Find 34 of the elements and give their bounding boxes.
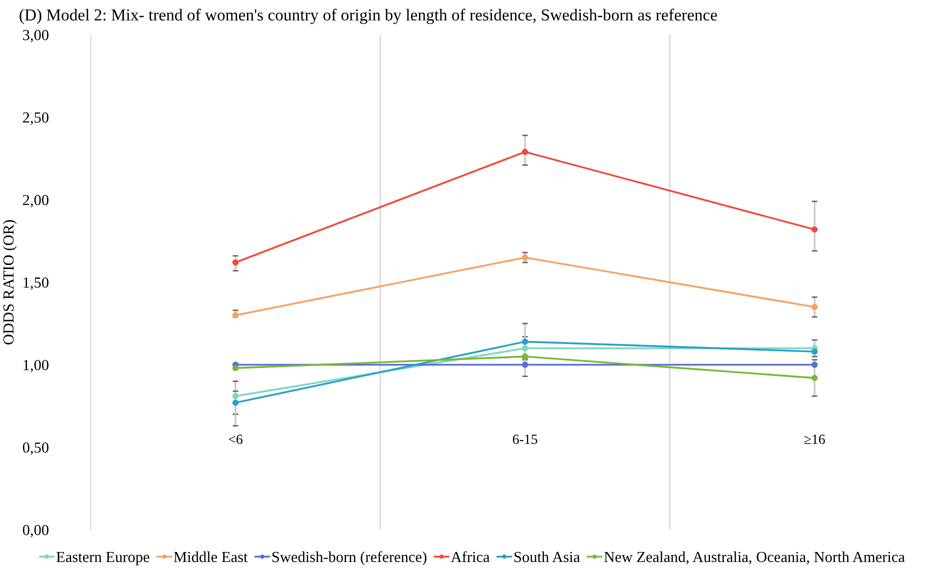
point	[522, 362, 528, 368]
chart-title: (D) Model 2: Mix- trend of women's country of origin by length of residence, Swedish-born as reference	[20, 8, 717, 24]
x-tick-label: 6-15	[512, 434, 538, 444]
point	[811, 374, 818, 382]
point	[811, 226, 818, 233]
point	[232, 400, 239, 406]
x-tick-label: <6	[228, 434, 242, 444]
x-tick-label: ≥16	[804, 434, 825, 444]
point	[232, 312, 239, 318]
point	[522, 254, 528, 261]
y-tick-label: 0,00	[22, 524, 48, 538]
point	[232, 364, 239, 372]
legend-label: South Asia	[514, 551, 580, 562]
legend-label: Swedish-born (reference)	[272, 551, 426, 566]
y-tick-label: 1,50	[24, 277, 48, 290]
y-tick-label: 0,50	[22, 442, 48, 455]
y-axis-title: ODDS RATIO (OR)	[2, 220, 17, 344]
y-tick-label: 2,50	[22, 112, 48, 125]
legend-label: Eastern Europe	[56, 552, 150, 566]
point	[522, 345, 528, 352]
legend-label: New Zealand, Australia, Oceania, North America	[604, 551, 905, 564]
y-tick-label: 2,00	[22, 194, 48, 208]
point	[232, 259, 239, 266]
point	[811, 362, 818, 368]
legend-label: Middle East	[174, 551, 248, 562]
y-tick-label: 3,00	[23, 30, 48, 42]
point	[811, 304, 818, 310]
point	[522, 148, 528, 156]
point	[522, 338, 528, 345]
point	[522, 353, 528, 360]
legend-label: Africa	[450, 551, 490, 562]
point	[232, 392, 239, 400]
y-tick-label: 1,00	[24, 360, 48, 372]
point	[811, 348, 818, 355]
